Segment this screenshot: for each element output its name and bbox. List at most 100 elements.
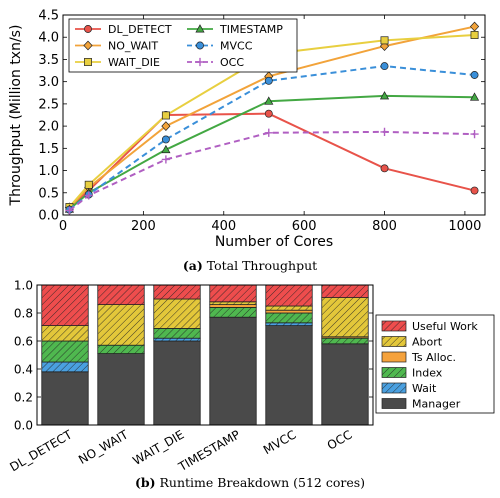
bar-segment-manager — [41, 371, 89, 426]
bar-hatch-index — [265, 313, 313, 323]
caption-b-label: (b) — [134, 475, 156, 490]
bar-segment-ts-alloc — [265, 309, 313, 314]
x-tick-label-a: 800 — [372, 219, 397, 234]
data-point-occ — [161, 155, 170, 164]
data-point-timestamp — [469, 92, 480, 101]
y-tick-label-a: 1.5 — [38, 142, 59, 157]
data-point-occ — [380, 127, 389, 136]
caption-a: (a) Total Throughput — [0, 258, 500, 273]
legend-swatch-ts-alloc — [381, 351, 407, 363]
bar-segment-ts-alloc — [209, 304, 257, 308]
caption-a-text: Total Throughput — [202, 258, 318, 273]
legend-label-useful-work: Useful Work — [412, 320, 478, 333]
bar-hatch-index — [209, 307, 257, 318]
legend-label-timestamp: TIMESTAMP — [219, 23, 283, 36]
x-category-label-b: MVCC — [261, 427, 299, 457]
y-tick-label-b: 0.6 — [14, 335, 33, 349]
x-category-label-b: OCC — [325, 427, 355, 452]
x-category-label-b: TIMESTAMP — [175, 427, 242, 474]
bar-hatch-abort — [209, 301, 257, 305]
data-point-mvcc — [264, 76, 273, 85]
data-point-dl-detect — [264, 109, 273, 118]
data-point-timestamp — [264, 96, 274, 105]
bar-hatch-abort — [41, 325, 89, 341]
y-tick-label-a: 1.0 — [38, 164, 59, 179]
bar-segment-manager — [153, 340, 201, 426]
y-tick-label-b: 0.0 — [14, 419, 33, 433]
bar-hatch-useful-work — [97, 285, 145, 305]
bar-hatch-abort — [265, 306, 313, 311]
caption-b-text: Runtime Breakdown (512 cores) — [155, 475, 366, 490]
data-point-wait-die — [470, 31, 479, 39]
bar-hatch-index — [97, 345, 145, 354]
legend-label-no-wait: NO_WAIT — [108, 40, 158, 53]
legend-label-ts-alloc: Ts Alloc. — [411, 351, 456, 364]
plot-area-b — [37, 285, 373, 425]
bar-hatch-wait — [153, 338, 201, 341]
bar-hatch-wait — [41, 362, 89, 372]
data-point-timestamp — [161, 144, 171, 154]
caption-b: (b) Runtime Breakdown (512 cores) — [0, 475, 500, 490]
legend-label-mvcc: MVCC — [220, 40, 253, 53]
y-tick-label-a: 0.0 — [38, 209, 59, 224]
series-line-no-wait — [68, 25, 475, 209]
bar-segment-manager — [209, 316, 257, 426]
data-point-no-wait — [161, 121, 171, 132]
legend-hatch-useful-work — [382, 321, 406, 331]
bar-hatch-useful-work — [153, 285, 201, 299]
bar-hatch-useful-work — [209, 285, 257, 302]
legend-label-wait-die: WAIT_DIE — [108, 56, 160, 69]
data-point-wait-die — [380, 36, 389, 45]
data-point-occ — [84, 191, 93, 200]
legend-marker-occ — [195, 57, 205, 67]
legend-label-abort: Abort — [412, 336, 443, 349]
legend-hatch-wait — [382, 383, 406, 393]
data-point-wait-die — [84, 180, 93, 189]
data-point-no-wait — [469, 21, 480, 32]
legend-label-dl-detect: DL_DETECT — [108, 23, 172, 36]
bar-hatch-abort — [97, 304, 145, 346]
x-axis-label-a: Number of Cores — [215, 234, 333, 250]
data-point-occ — [470, 130, 479, 139]
bar-hatch-abort — [321, 297, 369, 337]
legend-box-a — [68, 18, 298, 73]
y-tick-label-b: 0.2 — [14, 391, 33, 405]
x-tick-label-a: 0 — [59, 219, 67, 234]
x-tick-label-a: 400 — [211, 219, 236, 234]
data-point-mvcc — [470, 71, 479, 79]
data-point-wait-die — [161, 111, 170, 120]
plot-frame-a — [62, 14, 486, 216]
y-axis-label-a: Throughput (Million txn/s) — [8, 25, 24, 207]
legend-label-wait: Wait — [412, 382, 437, 395]
bar-hatch-useful-work — [265, 285, 313, 306]
legend-marker-mvcc — [196, 41, 204, 50]
bar-hatch-useful-work — [41, 285, 89, 326]
y-tick-label-a: 2.0 — [38, 120, 59, 135]
plot-frame-b — [36, 284, 374, 426]
legend-label-occ: OCC — [220, 56, 244, 69]
data-point-mvcc — [161, 135, 170, 144]
y-tick-label-a: 4.0 — [38, 31, 59, 46]
legend-label-manager: Manager — [412, 398, 461, 411]
throughput-line-chart: 0 200 400 600 800 1000 0.0 0.5 1.0 1.5 2.0 2.5 3.0 3.… — [8, 9, 486, 250]
x-category-label-b: NO_WAIT — [76, 427, 131, 467]
bar-hatch-useful-work — [321, 285, 369, 298]
data-point-occ — [65, 206, 74, 215]
bar-hatch-index — [321, 338, 369, 344]
y-tick-label-b: 1.0 — [14, 279, 33, 293]
bar-hatch-index — [41, 341, 89, 362]
x-tick-label-a: 200 — [131, 219, 156, 234]
x-category-label-b: DL_DETECT — [7, 427, 75, 474]
legend-hatch-index — [382, 367, 406, 378]
legend-marker-wait-die — [84, 58, 92, 66]
y-tick-label-a: 3.5 — [38, 53, 59, 68]
bar-segment-manager — [97, 353, 145, 426]
x-tick-label-a: 600 — [292, 219, 317, 234]
data-point-timestamp — [379, 91, 390, 100]
bar-segment-manager — [321, 343, 369, 426]
y-tick-label-b: 0.4 — [14, 363, 33, 377]
bar-hatch-index — [153, 328, 201, 339]
y-tick-label-a: 0.5 — [38, 186, 59, 201]
data-point-dl-detect — [380, 164, 389, 173]
